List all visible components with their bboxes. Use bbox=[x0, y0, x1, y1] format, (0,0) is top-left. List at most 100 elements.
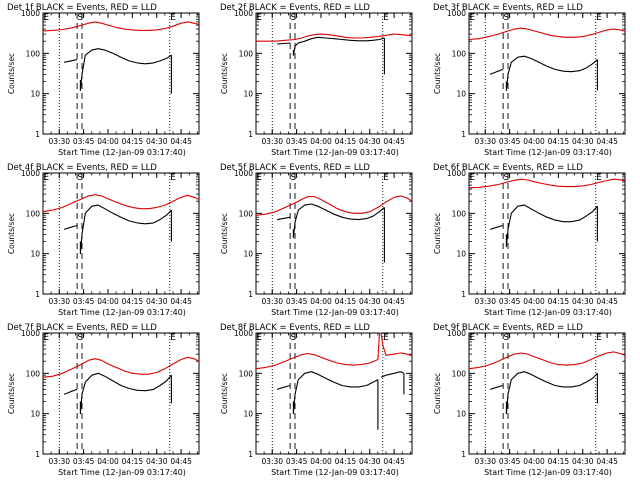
panel-title: Det 7f BLACK = Events, RED = LLD bbox=[7, 323, 157, 333]
y-tick-label: 1000 bbox=[447, 169, 466, 178]
plot-frame bbox=[255, 12, 413, 135]
x-axis-label: Start Time (12-Jan-09 03:17:40) bbox=[484, 308, 612, 317]
x-tick-label: 04:45 bbox=[383, 297, 405, 306]
x-tick-label: 04:00 bbox=[523, 297, 545, 306]
panel-title: Det 4f BLACK = Events, RED = LLD bbox=[7, 163, 157, 173]
series-line-events bbox=[292, 371, 379, 415]
y-tick-label: 1 bbox=[461, 450, 466, 459]
panel-title: Det 5f BLACK = Events, RED = LLD bbox=[220, 163, 370, 173]
x-tick-label: 04:15 bbox=[548, 297, 570, 306]
x-tick-label: 03:30 bbox=[474, 457, 496, 466]
y-tick-label: 100 bbox=[239, 49, 254, 58]
x-tick-label: 03:30 bbox=[48, 457, 70, 466]
series-line-events bbox=[276, 384, 291, 390]
series-line-events bbox=[79, 204, 172, 255]
y-tick-label: 1000 bbox=[234, 169, 253, 178]
y-tick-label: 1 bbox=[461, 290, 466, 299]
detector-panel-7: Det 7f BLACK = Events, RED = LLD 1 10 100 10… bbox=[7, 323, 200, 477]
x-tick-label: 04:45 bbox=[596, 297, 618, 306]
x-tick-label: 04:45 bbox=[383, 137, 405, 146]
y-tick-label: 1000 bbox=[447, 329, 466, 338]
marker-label: E bbox=[43, 333, 49, 343]
y-axis-label: Counts/sec bbox=[7, 373, 16, 414]
x-tick-label: 04:15 bbox=[335, 457, 357, 466]
x-tick-label: 04:15 bbox=[335, 137, 357, 146]
x-axis-label: Start Time (12-Jan-09 03:17:40) bbox=[271, 468, 399, 477]
x-axis-label: Start Time (12-Jan-09 03:17:40) bbox=[271, 308, 399, 317]
detector-panel-2: Det 2f BLACK = Events, RED = LLD 1 10 100 10… bbox=[220, 3, 413, 157]
x-tick-label: 04:45 bbox=[170, 297, 192, 306]
x-tick-label: 04:15 bbox=[122, 137, 144, 146]
series-line-events bbox=[380, 371, 405, 378]
x-tick-label: 03:45 bbox=[73, 137, 95, 146]
y-tick-label: 1000 bbox=[21, 9, 40, 18]
y-tick-label: 10 bbox=[243, 90, 253, 99]
x-tick-label: 03:45 bbox=[73, 457, 95, 466]
series-line-lld bbox=[42, 194, 200, 213]
plot-frame bbox=[468, 12, 626, 135]
marker-label: S bbox=[78, 13, 84, 23]
y-tick-label: 100 bbox=[452, 209, 467, 218]
marker-label: S bbox=[78, 333, 84, 343]
series-line-events bbox=[505, 204, 598, 248]
x-tick-label: 03:45 bbox=[499, 297, 521, 306]
marker-label: S bbox=[504, 13, 510, 23]
x-tick-label: 04:15 bbox=[335, 297, 357, 306]
marker-label: E bbox=[170, 173, 176, 183]
marker-label: E bbox=[469, 173, 475, 183]
detector-panel-5: Det 5f BLACK = Events, RED = LLD 1 10 100 10… bbox=[220, 163, 413, 317]
series-line-lld bbox=[468, 178, 626, 189]
x-tick-label: 04:30 bbox=[146, 457, 168, 466]
x-tick-label: 04:30 bbox=[359, 457, 381, 466]
series-line-lld bbox=[42, 356, 200, 378]
x-tick-label: 04:30 bbox=[359, 297, 381, 306]
x-tick-label: 04:00 bbox=[310, 297, 332, 306]
x-tick-label: 04:15 bbox=[548, 137, 570, 146]
y-tick-label: 100 bbox=[26, 49, 41, 58]
marker-label: S bbox=[291, 13, 297, 23]
y-axis-label: Counts/sec bbox=[433, 373, 442, 414]
x-tick-label: 03:30 bbox=[474, 137, 496, 146]
detector-panel-3: Det 3f BLACK = Events, RED = LLD 1 10 100 10… bbox=[433, 3, 626, 157]
y-axis-label: Counts/sec bbox=[433, 53, 442, 94]
y-tick-label: 10 bbox=[456, 250, 466, 259]
series-line-lld bbox=[468, 351, 626, 370]
x-tick-label: 04:15 bbox=[548, 457, 570, 466]
x-tick-label: 04:45 bbox=[170, 137, 192, 146]
y-tick-label: 100 bbox=[239, 209, 254, 218]
marker-label: E bbox=[170, 13, 176, 23]
y-tick-label: 100 bbox=[452, 49, 467, 58]
marker-label: E bbox=[596, 173, 602, 183]
plot-frame bbox=[42, 332, 200, 455]
marker-label: E bbox=[256, 333, 262, 343]
x-tick-label: 04:30 bbox=[146, 297, 168, 306]
detector-panel-8: Det 8f BLACK = Events, RED = LLD 1 10 100 10… bbox=[220, 323, 413, 477]
plot-frame bbox=[468, 332, 626, 455]
x-tick-label: 04:00 bbox=[523, 457, 545, 466]
marker-label: S bbox=[291, 173, 297, 183]
x-tick-label: 03:30 bbox=[48, 297, 70, 306]
y-tick-label: 1 bbox=[35, 290, 40, 299]
panel-title: Det 2f BLACK = Events, RED = LLD bbox=[220, 3, 370, 13]
marker-label: E bbox=[383, 173, 389, 183]
x-axis-label: Start Time (12-Jan-09 03:17:40) bbox=[58, 148, 186, 157]
series-line-lld bbox=[255, 195, 413, 216]
y-tick-label: 1 bbox=[248, 130, 253, 139]
x-tick-label: 03:30 bbox=[261, 297, 283, 306]
marker-label: E bbox=[43, 13, 49, 23]
y-tick-label: 10 bbox=[456, 90, 466, 99]
series-line-events bbox=[489, 384, 504, 390]
series-line-events bbox=[292, 36, 385, 56]
marker-label: E bbox=[383, 333, 389, 343]
y-tick-label: 1 bbox=[35, 450, 40, 459]
x-tick-label: 03:45 bbox=[73, 297, 95, 306]
x-tick-label: 04:00 bbox=[310, 457, 332, 466]
series-line-events bbox=[277, 42, 291, 45]
series-line-lld bbox=[256, 33, 413, 42]
marker-label: S bbox=[504, 173, 510, 183]
marker-label: E bbox=[469, 13, 475, 23]
y-tick-label: 10 bbox=[243, 250, 253, 259]
series-line-events bbox=[489, 224, 504, 230]
